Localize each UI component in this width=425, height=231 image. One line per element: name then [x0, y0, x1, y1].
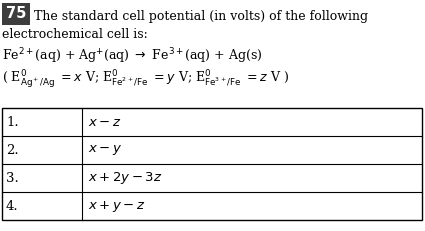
Text: 2.: 2. [6, 143, 19, 156]
Text: 4.: 4. [6, 200, 19, 213]
Text: The standard cell potential (in volts) of the following: The standard cell potential (in volts) o… [34, 10, 368, 23]
Text: $x - y$: $x - y$ [88, 143, 122, 157]
Text: Fe$^{2+}$(aq) + Ag$^{+}$(aq) $\rightarrow$ Fe$^{3+}$(aq) + Ag(s): Fe$^{2+}$(aq) + Ag$^{+}$(aq) $\rightarro… [2, 46, 263, 66]
Text: 75: 75 [6, 6, 26, 21]
Text: 3.: 3. [6, 171, 19, 185]
Bar [2, 108, 422, 220]
Text: ( E$^{0}_{\mathrm{Ag^+/Ag}}$ $= x$ V; E$^{0}_{\mathrm{Fe^{2+}/Fe}}$ $= y$ V; E$^: ( E$^{0}_{\mathrm{Ag^+/Ag}}$ $= x$ V; E$… [2, 68, 289, 91]
Text: electrochemical cell is:: electrochemical cell is: [2, 28, 148, 41]
Bar [2, 3, 30, 25]
Text: 1.: 1. [6, 116, 19, 128]
Text: $x + y - z$: $x + y - z$ [88, 198, 146, 213]
Text: $x + 2y - 3z$: $x + 2y - 3z$ [88, 170, 163, 186]
Text: $x - z$: $x - z$ [88, 116, 122, 128]
